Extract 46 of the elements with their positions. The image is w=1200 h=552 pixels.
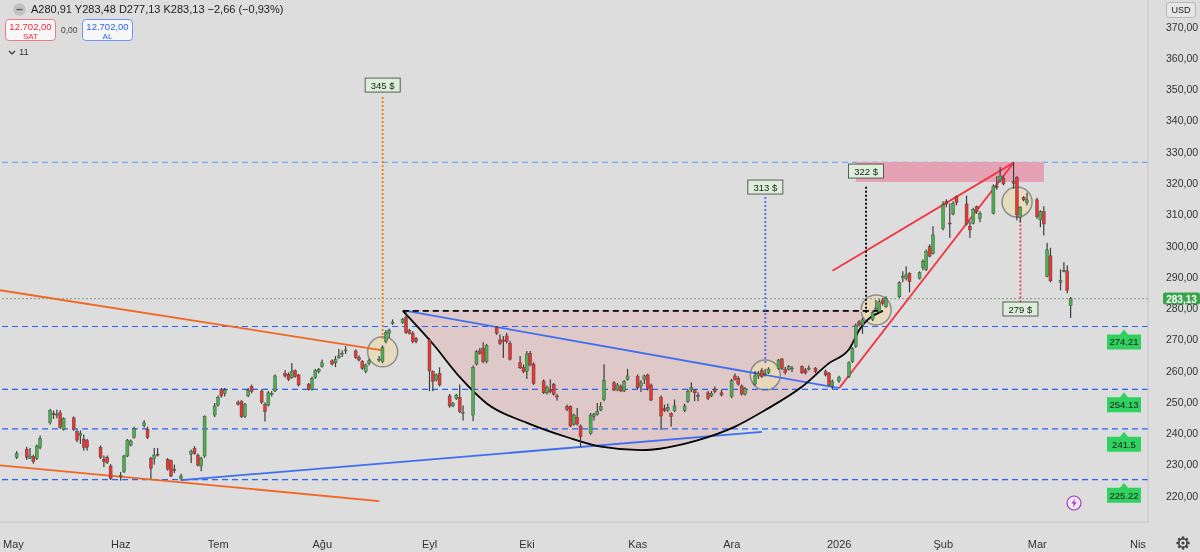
y-tick-label: 230,00 xyxy=(1166,458,1199,471)
y-tick-label: 300,00 xyxy=(1166,239,1199,252)
annotation: 12.702,00 xyxy=(85,21,130,32)
annotation: 11 xyxy=(19,46,29,57)
ref-line-label: 274.21 xyxy=(1109,336,1139,348)
annotation: AL xyxy=(101,32,114,41)
x-tick-label: Kas xyxy=(628,537,648,550)
x-tick-label: Tem xyxy=(207,537,229,550)
x-tick-label: Eyl xyxy=(422,537,438,550)
x-tick-label: Nis xyxy=(1129,537,1147,550)
annotation: 279 $ xyxy=(1008,304,1034,316)
currency-button: USD xyxy=(1166,2,1196,18)
y-tick-label: 350,00 xyxy=(1166,83,1199,96)
annotation: 313 $ xyxy=(753,182,778,194)
sell-button: 12.702,00 SAT xyxy=(5,19,56,41)
annotation: 322 $ xyxy=(854,166,879,178)
x-tick-label: May xyxy=(3,537,25,550)
x-tick-label: Eki xyxy=(519,537,535,550)
y-tick-label: 270,00 xyxy=(1166,333,1199,346)
y-tick-label: 250,00 xyxy=(1166,395,1199,408)
x-tick-label: Mar xyxy=(1027,537,1048,550)
y-tick-label: 240,00 xyxy=(1166,427,1199,440)
buy-button: 12.702,00 AL xyxy=(82,19,133,41)
y-tick-label: 260,00 xyxy=(1166,364,1199,377)
x-tick-label: Şub xyxy=(933,537,954,550)
y-tick-label: 330,00 xyxy=(1166,145,1199,158)
y-tick-label: 360,00 xyxy=(1166,51,1199,64)
x-tick-label: Haz xyxy=(111,537,131,550)
y-tick-label: 310,00 xyxy=(1166,208,1199,221)
y-tick-label: 220,00 xyxy=(1166,489,1199,502)
ref-line-label: 225.22 xyxy=(1109,489,1139,501)
annotation: 12.702,00 xyxy=(8,21,53,32)
y-tick-label: 290,00 xyxy=(1166,270,1199,283)
y-tick-label: 340,00 xyxy=(1166,114,1199,127)
ref-line-label: 241.5 xyxy=(1112,438,1136,450)
annotation: A280,91 Y283,48 D277,13 K283,13 −2,66 (−0,93%) xyxy=(31,2,284,16)
x-tick-label: Ağu xyxy=(312,537,333,550)
y-tick-label: 320,00 xyxy=(1166,177,1199,190)
annotation: 0,00 xyxy=(61,25,78,35)
y-tick-label: 370,00 xyxy=(1166,20,1199,33)
x-tick-label: 2026 xyxy=(826,537,852,550)
annotation: 345 $ xyxy=(370,80,396,92)
x-tick-label: Ara xyxy=(723,537,742,550)
ref-line-label: 283,13 xyxy=(1166,293,1198,305)
ref-line-label: 254.13 xyxy=(1109,399,1139,411)
annotation: SAT xyxy=(22,32,39,41)
